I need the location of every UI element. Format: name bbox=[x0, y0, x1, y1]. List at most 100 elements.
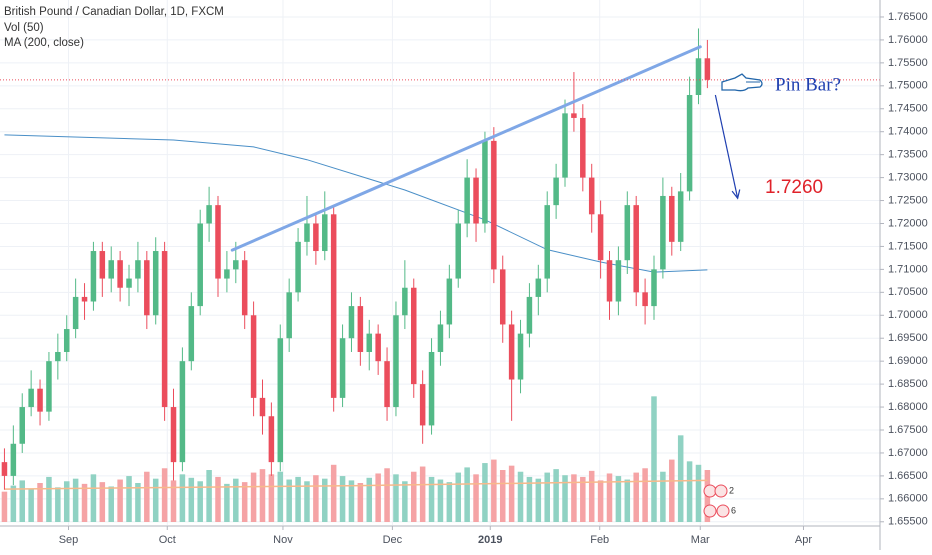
volume-bar bbox=[46, 476, 52, 522]
y-tick-label: 1.72500 bbox=[888, 194, 928, 206]
volume-bar bbox=[677, 435, 684, 522]
volume-bar bbox=[277, 471, 284, 522]
trendline bbox=[230, 45, 702, 252]
volume-bar bbox=[402, 481, 408, 522]
volume-ma-line bbox=[4, 479, 708, 490]
candle-body bbox=[535, 278, 542, 297]
volume-bar bbox=[660, 471, 666, 522]
candle-body bbox=[179, 361, 186, 463]
candle-body bbox=[571, 113, 577, 118]
x-tick-label: Apr bbox=[795, 534, 812, 546]
candle-body bbox=[304, 223, 310, 242]
y-tick-label: 1.67000 bbox=[888, 447, 928, 459]
volume-bar bbox=[597, 480, 604, 522]
candle-body bbox=[268, 416, 275, 463]
volume-bar bbox=[224, 483, 230, 522]
y-tick-label: 1.76500 bbox=[888, 11, 928, 23]
volume-bar bbox=[241, 482, 248, 522]
candle-body bbox=[419, 384, 426, 426]
y-tick-label: 1.72000 bbox=[888, 217, 928, 229]
volume-bar bbox=[366, 477, 373, 522]
hand-shape bbox=[721, 73, 763, 92]
candle-body bbox=[446, 278, 453, 325]
candle-body bbox=[375, 333, 381, 362]
volume-bar bbox=[215, 476, 221, 522]
x-tick-label: Oct bbox=[159, 534, 176, 546]
volume-bar bbox=[437, 479, 444, 522]
candle-body bbox=[642, 292, 648, 307]
candle-body bbox=[170, 407, 177, 463]
y-tick-label: 1.69500 bbox=[888, 332, 928, 344]
volume-bar bbox=[651, 396, 657, 522]
volume-bar bbox=[499, 470, 506, 522]
volume-bar bbox=[72, 478, 79, 522]
candle-body bbox=[357, 306, 364, 352]
candle-body bbox=[499, 269, 506, 325]
candle-body bbox=[669, 195, 675, 242]
volume-bar bbox=[544, 472, 550, 522]
event-badge-label: 2 bbox=[729, 485, 734, 495]
volume-legend: Vol (50) bbox=[4, 22, 44, 34]
volume-bar bbox=[206, 470, 212, 522]
candle-body bbox=[410, 287, 417, 385]
candle-body bbox=[677, 191, 684, 242]
candle-body bbox=[233, 260, 239, 270]
y-tick-label: 1.69000 bbox=[888, 355, 928, 367]
volume-bar bbox=[135, 483, 141, 522]
volume-bar bbox=[152, 478, 159, 522]
y-tick-label: 1.73500 bbox=[888, 149, 928, 161]
candle-body bbox=[63, 329, 70, 352]
candle-body bbox=[1, 462, 8, 476]
candle-body bbox=[28, 388, 34, 408]
candle-body bbox=[615, 260, 622, 302]
candle-body bbox=[455, 223, 461, 279]
x-tick-label: Nov bbox=[273, 534, 293, 546]
candle-body bbox=[580, 117, 586, 178]
candle-body bbox=[188, 306, 195, 362]
candle-body bbox=[660, 195, 666, 270]
volume-bar bbox=[28, 489, 34, 522]
volume-bar bbox=[268, 474, 275, 522]
candle-body bbox=[90, 251, 97, 302]
volume-bar bbox=[588, 470, 595, 522]
volume-bar bbox=[81, 483, 88, 522]
candle-body bbox=[197, 223, 203, 307]
y-tick-label: 1.74500 bbox=[888, 103, 928, 115]
y-tick-label: 1.70500 bbox=[888, 286, 928, 298]
candle-body bbox=[339, 338, 346, 398]
volume-bar bbox=[161, 468, 168, 522]
x-tick-label: Sep bbox=[59, 534, 79, 546]
volume-bar bbox=[446, 482, 453, 522]
volume-bar bbox=[526, 476, 533, 522]
candle-body bbox=[46, 361, 52, 412]
volume-bar bbox=[144, 471, 150, 522]
candle-body bbox=[215, 205, 221, 279]
event-badge bbox=[703, 504, 717, 518]
candle-body bbox=[259, 397, 266, 417]
volume-bar bbox=[695, 464, 702, 522]
volume-bar bbox=[126, 476, 132, 522]
candle-body bbox=[126, 278, 132, 288]
candle-body bbox=[295, 241, 301, 293]
candle-body bbox=[482, 140, 488, 224]
volume-bar bbox=[428, 476, 435, 522]
candle-body bbox=[428, 351, 435, 426]
candle-body bbox=[135, 260, 141, 279]
y-tick-label: 1.76000 bbox=[888, 34, 928, 46]
volume-bar bbox=[313, 475, 319, 522]
y-tick-label: 1.74000 bbox=[888, 126, 928, 138]
volume-bar bbox=[37, 483, 43, 522]
x-tick-label: Dec bbox=[383, 534, 403, 546]
volume-bar bbox=[571, 474, 577, 522]
candle-body bbox=[144, 260, 150, 316]
candle-body bbox=[393, 315, 399, 408]
volume-bar bbox=[188, 477, 195, 522]
x-tick-label: Feb bbox=[590, 534, 609, 546]
volume-bar bbox=[384, 468, 390, 522]
volume-bar bbox=[508, 465, 515, 522]
candle-body bbox=[464, 177, 470, 224]
y-tick-label: 1.66500 bbox=[888, 470, 928, 482]
candle-body bbox=[562, 113, 568, 178]
volume-bar bbox=[615, 476, 622, 522]
candle-body bbox=[19, 407, 26, 444]
